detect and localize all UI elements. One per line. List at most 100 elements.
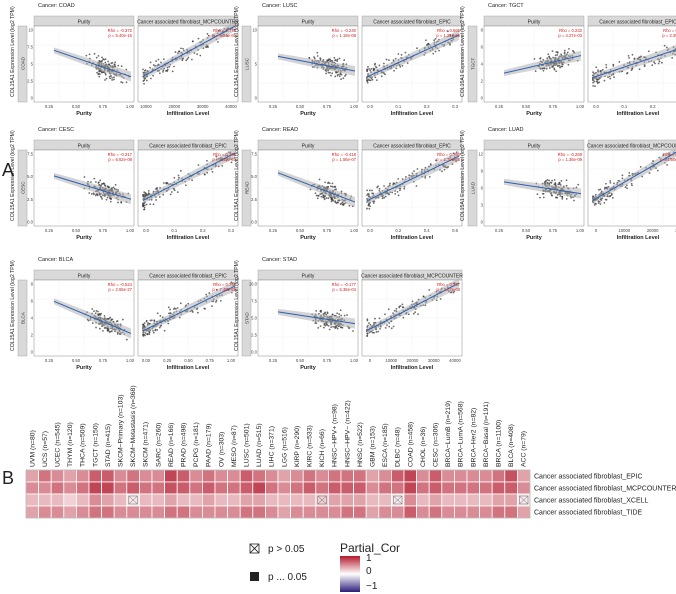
regression-line [366, 34, 460, 78]
scatter-point [340, 314, 343, 317]
scatter-point [104, 61, 107, 64]
scatter-point [560, 53, 563, 56]
x-tick-label: 0.50 [522, 104, 531, 109]
cancer-code-strip [17, 279, 28, 357]
regression-line [366, 282, 460, 332]
scatter-point [155, 199, 157, 201]
rho-annotation: Rho = 0.754 [213, 282, 237, 287]
heatmap-cell [214, 469, 229, 483]
y-tick-label: 5 [255, 62, 258, 67]
scatter-point [93, 310, 95, 313]
scatter-point [565, 184, 568, 187]
p-annotation: p = 1.18e-08 [332, 33, 356, 38]
rho-annotation: Rho = 0.706 [213, 152, 237, 157]
scatter-point [559, 184, 562, 186]
not-significant-marker [317, 495, 327, 505]
row-label: Cancer associated fibroblast_XCELL [534, 498, 649, 505]
scatter-point [107, 328, 110, 331]
scatter-point [196, 311, 199, 314]
heatmap-cell [466, 481, 481, 495]
x-tick-label: 0.50 [522, 228, 531, 233]
scatter-point [100, 196, 103, 199]
scatter-point [556, 196, 559, 199]
scatter-point [366, 189, 369, 192]
scatter-point [173, 189, 176, 192]
heatmap-cell [479, 469, 493, 483]
scatter-point [372, 192, 375, 195]
facet-label-right: Cancer associated fibroblast_MCPCOUNTER [587, 143, 676, 149]
y-tick-label: 4 [481, 62, 484, 67]
scatter-point [206, 33, 209, 35]
column-label: BLCA (n=408) [508, 424, 515, 467]
rho-annotation: Rho = 0.770 [213, 28, 237, 33]
confidence-band [367, 151, 459, 204]
scatter-point [323, 196, 325, 199]
x-tick-label: 0.2 [650, 104, 656, 109]
scatter-point [149, 77, 152, 80]
facet-label-left: Purity [302, 273, 315, 279]
scatter-point [348, 204, 351, 207]
not-significant-marker [519, 495, 529, 505]
column-label: HNSC (n=522) [357, 422, 364, 467]
heatmap-cell [491, 481, 506, 495]
scatter-point [566, 51, 569, 54]
scatter-point [603, 187, 606, 190]
scatter-point [322, 326, 325, 329]
scatter-point [330, 185, 332, 188]
confidence-band [504, 178, 581, 199]
heatmap-cell [378, 505, 392, 519]
scatter-point [330, 74, 332, 77]
heatmap-cell [176, 493, 191, 507]
scatter-point [542, 69, 545, 72]
rho-annotation: Rho = -0.372 [108, 28, 133, 33]
row-label: Cancer associated fibroblast_EPIC [534, 474, 643, 481]
scatter-point [369, 205, 371, 208]
confidence-band [278, 308, 355, 329]
scatter-point [120, 201, 123, 204]
heatmap-cell [151, 493, 166, 507]
heatmap-cell [403, 505, 418, 519]
scatter-point [453, 290, 456, 293]
heatmap-cell [252, 481, 266, 495]
scatter-point [608, 75, 611, 78]
heatmap-cell [453, 493, 468, 507]
scatter-point [399, 65, 402, 68]
heatmap-cell [201, 481, 216, 495]
column-label: LUAD (n=515) [256, 423, 263, 467]
heatmap-cell [138, 481, 153, 495]
scatter-point [142, 195, 145, 198]
x-tick-label: 0.3 [452, 104, 458, 109]
heatmap-cell [164, 481, 178, 495]
scatter-point [372, 69, 375, 71]
x-tick-label: 0.25 [163, 358, 172, 363]
rho-annotation: Rho = -0.418 [332, 152, 357, 157]
scatter-point [592, 195, 594, 198]
heatmap-cell [315, 505, 329, 519]
scatter-point [319, 193, 322, 196]
facet-label-left: Purity [528, 19, 541, 25]
y-tick-label: 2.5 [27, 197, 33, 202]
panel-label-a: A [2, 160, 15, 180]
scatter-point [397, 194, 400, 197]
scatter-point [149, 66, 151, 69]
heatmap-cell [164, 493, 178, 507]
column-label: UCEC (n=545) [55, 422, 62, 467]
x-axis-label-left: Purity [526, 111, 543, 117]
scatter-panel-lusc: Cancer: LUSC COL15A1 Expression Level (lo… [234, 3, 463, 117]
column-label: PAAD (n=179) [206, 423, 213, 467]
heatmap-cell [491, 493, 506, 507]
heatmap-cell [504, 469, 518, 483]
scatter-point [99, 327, 101, 330]
scatter-point [595, 66, 598, 69]
scatter-point [158, 196, 161, 198]
regression-line [277, 172, 356, 203]
scatter-point [142, 204, 145, 207]
scatter-point [143, 208, 146, 211]
scatter-point [599, 188, 602, 191]
y-tick-label: 6 [481, 45, 484, 50]
scatter-point [103, 315, 106, 317]
scatter-point [152, 64, 155, 66]
scatter-point [176, 191, 179, 194]
heatmap-cell [365, 481, 380, 495]
scatter-point [643, 64, 646, 66]
